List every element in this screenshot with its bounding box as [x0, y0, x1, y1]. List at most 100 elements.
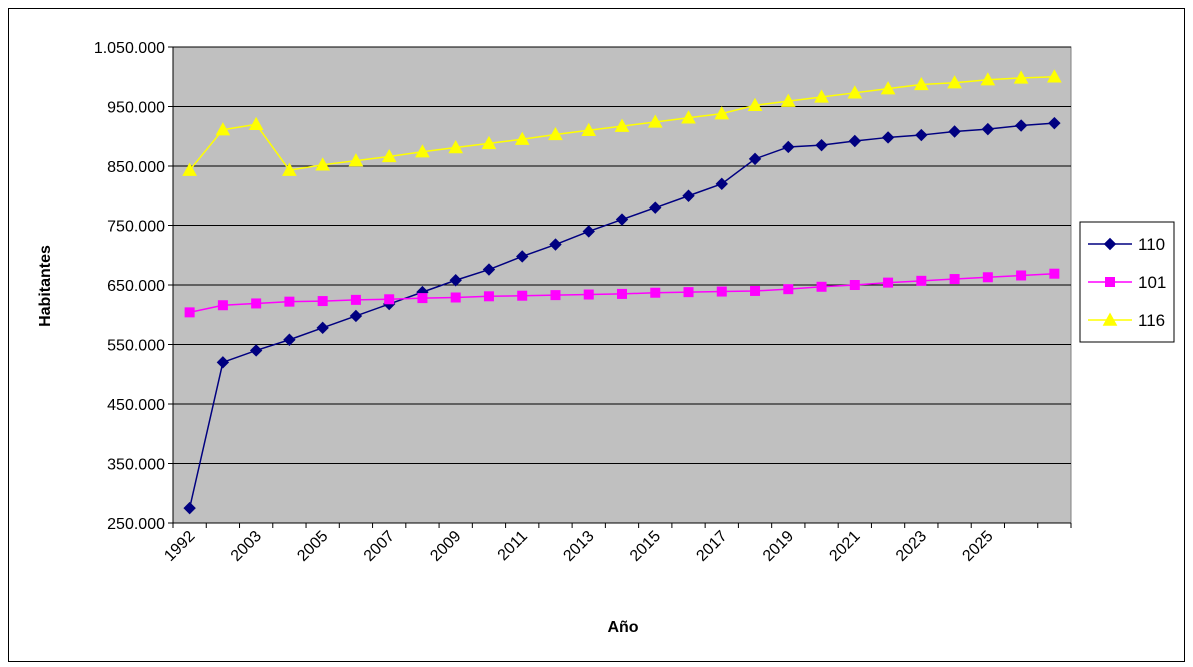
data-point	[215, 122, 231, 136]
y-tick-label: 250.000	[107, 516, 165, 533]
data-point	[282, 162, 297, 176]
data-point	[283, 333, 296, 346]
y-tick-label: 1.050.000	[94, 40, 165, 57]
y-tick-label: 750.000	[107, 219, 165, 236]
data-point	[1016, 270, 1027, 281]
plot-area	[172, 46, 1072, 524]
y-tick-label: 850.000	[107, 159, 165, 176]
data-point	[981, 122, 995, 136]
data-point	[815, 138, 828, 152]
legend-label: 110	[1138, 235, 1165, 254]
data-point	[483, 291, 494, 302]
data-point	[849, 280, 860, 290]
y-tick-label: 450.000	[107, 397, 165, 414]
data-point	[883, 277, 894, 288]
data-point	[482, 263, 496, 276]
data-point	[384, 294, 395, 305]
data-point	[1048, 116, 1061, 130]
data-point	[816, 281, 827, 292]
data-point	[516, 250, 529, 263]
data-point	[814, 89, 829, 103]
data-point	[783, 284, 794, 295]
data-point	[581, 122, 597, 136]
data-point	[780, 93, 796, 107]
series-101	[184, 268, 1060, 318]
data-point	[448, 140, 464, 154]
data-point	[183, 501, 196, 515]
data-point	[450, 292, 461, 303]
data-point	[582, 225, 595, 238]
data-point	[982, 272, 993, 283]
data-point	[284, 296, 295, 307]
data-point	[681, 110, 696, 124]
data-point	[880, 81, 896, 95]
data-point	[381, 148, 397, 163]
data-point	[1049, 268, 1060, 279]
data-point	[1013, 70, 1029, 84]
data-point	[317, 296, 328, 307]
data-point	[947, 75, 962, 89]
data-point	[649, 201, 662, 214]
data-point	[315, 157, 331, 171]
y-tick-label: 350.000	[107, 457, 165, 474]
data-point	[249, 344, 263, 357]
y-tick-label: 650.000	[107, 278, 165, 295]
data-point	[217, 300, 228, 311]
data-point	[517, 290, 528, 301]
data-point	[949, 274, 960, 285]
data-point	[316, 321, 329, 335]
data-point	[350, 294, 361, 305]
data-point	[748, 152, 762, 166]
data-point	[1103, 237, 1117, 251]
data-point	[848, 134, 862, 148]
data-point	[747, 97, 763, 112]
data-point	[449, 274, 462, 287]
data-point	[583, 289, 594, 300]
data-point	[348, 153, 364, 167]
data-point	[1047, 69, 1062, 83]
data-point	[980, 72, 996, 86]
data-point	[847, 85, 863, 99]
data-point	[216, 356, 230, 369]
legend-label: 101	[1138, 273, 1166, 292]
data-point	[417, 293, 428, 304]
y-tick-label: 950.000	[107, 100, 165, 117]
data-point	[550, 290, 561, 301]
data-point	[614, 118, 630, 132]
data-point	[881, 131, 895, 144]
legend: 110 101 116	[1079, 221, 1175, 343]
data-point	[415, 144, 430, 158]
data-point	[916, 275, 927, 286]
data-point	[549, 238, 562, 251]
data-point	[481, 135, 497, 150]
data-point	[650, 287, 661, 298]
data-point	[615, 213, 629, 226]
legend-label: 116	[1138, 311, 1165, 330]
data-point	[750, 285, 761, 296]
series-116	[182, 69, 1062, 176]
data-point	[548, 126, 563, 141]
data-point	[514, 131, 530, 145]
data-point	[349, 309, 363, 323]
data-point	[1102, 312, 1118, 326]
data-point	[782, 140, 795, 154]
data-point	[913, 76, 929, 91]
data-point	[248, 116, 264, 131]
data-point	[647, 114, 663, 128]
data-point	[1105, 277, 1115, 287]
data-point	[184, 307, 195, 318]
data-point	[716, 286, 727, 297]
data-point	[714, 106, 730, 120]
data-point	[182, 162, 197, 176]
x-axis-title: Año	[607, 619, 638, 636]
y-axis-title: Habitantes	[37, 245, 54, 327]
data-point	[683, 287, 694, 298]
y-tick-label: 550.000	[107, 338, 165, 355]
data-point	[251, 298, 262, 309]
data-point	[682, 189, 695, 202]
series-group	[182, 69, 1062, 515]
data-point	[915, 128, 928, 142]
data-point	[715, 177, 728, 191]
